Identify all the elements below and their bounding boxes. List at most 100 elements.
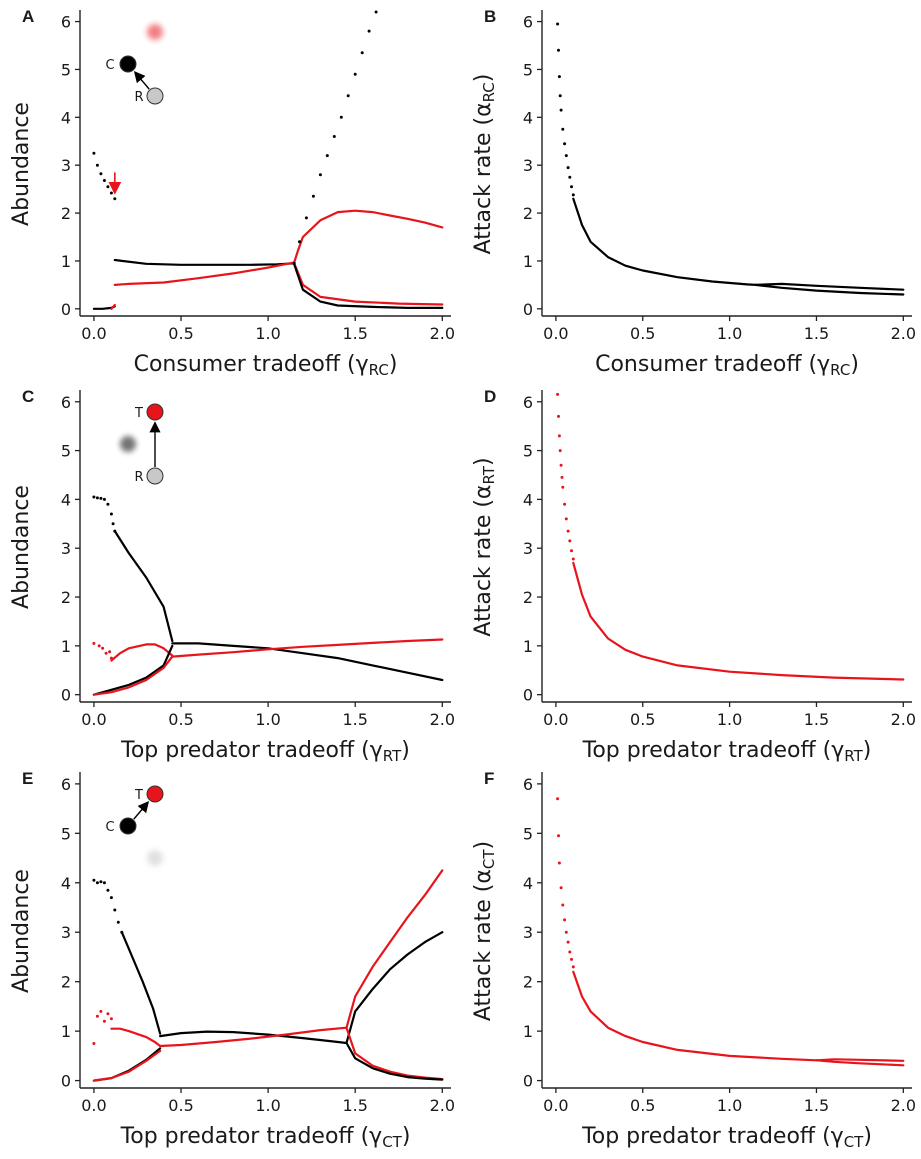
y-tick-label: 2 <box>523 204 533 223</box>
y-tick-label: 3 <box>523 156 533 175</box>
data-point <box>332 135 336 138</box>
data-point <box>557 834 560 838</box>
y-tick-label: 4 <box>523 874 533 893</box>
series-red-line <box>293 262 444 306</box>
y-axis-label: Abundance <box>9 102 34 226</box>
x-axis-label-text: Top predator tradeoff ( <box>581 1124 831 1149</box>
y-tick-label: 4 <box>523 490 533 509</box>
data-point <box>563 502 567 506</box>
data-point <box>557 48 560 52</box>
x-tick-label: 1.5 <box>342 1096 367 1115</box>
panel-B: B 0 1 2 3 4 5 6 0.0 0.5 1.0 1.5 2.0 Consumer tradeoff… <box>471 7 916 379</box>
data-point <box>556 797 560 801</box>
y-axis-label-symbol: α <box>471 485 496 500</box>
x-tick-label: 1.0 <box>255 1096 280 1115</box>
x-tick-label: 0.0 <box>81 710 106 729</box>
x-axis-label-end: ) <box>863 738 872 763</box>
node-C <box>119 817 137 835</box>
x-tick-label: 1.5 <box>342 710 367 729</box>
x-axis-label-text: Top predator tradeoff ( <box>120 1124 370 1149</box>
node-label-R: R <box>134 470 143 485</box>
y-axis-label: Abundance <box>9 869 34 993</box>
y-axis-label-end: ) <box>471 457 496 466</box>
y-axis-label-text: Attack rate ( <box>471 499 496 637</box>
x-tick-label: 2.0 <box>430 1096 455 1115</box>
trophic-arrow <box>133 71 150 90</box>
data-point <box>311 194 315 198</box>
panel-C: C 0 1 2 3 4 5 6 0.0 0.5 1.0 1.5 2.0 Top predator trad… <box>9 387 455 765</box>
x-axis-label-subscript: RT <box>383 747 402 765</box>
data-point <box>561 485 565 489</box>
data-point <box>367 29 371 33</box>
x-axis-label-symbol: γ <box>369 1124 382 1149</box>
panel-letter: F <box>484 769 494 788</box>
data-point <box>109 512 113 516</box>
y-tick-label: 5 <box>61 60 71 79</box>
x-tick-label: 0.5 <box>168 324 193 343</box>
x-tick-label: 1.5 <box>342 324 367 343</box>
y-tick-label: 2 <box>523 973 533 992</box>
series-red-line <box>572 561 905 681</box>
y-tick-label: 5 <box>61 824 71 843</box>
data-point <box>557 75 561 79</box>
series-black-line <box>92 1047 162 1082</box>
y-tick-label: 6 <box>61 13 71 32</box>
y-tick-label: 0 <box>61 1072 71 1091</box>
y-axis-label-text: Attack rate ( <box>471 884 496 1022</box>
series-black-line <box>293 263 444 309</box>
data-point <box>339 115 343 119</box>
x-tick-label: 1.0 <box>717 710 742 729</box>
series-black-line <box>120 931 162 1035</box>
data-point <box>109 1017 113 1021</box>
series-black-line <box>113 530 174 643</box>
data-point <box>113 197 117 201</box>
x-tick-label: 1.5 <box>804 710 829 729</box>
data-point <box>560 475 564 479</box>
series-red-line <box>293 209 444 264</box>
data-point <box>99 880 103 884</box>
series-black-line <box>159 1030 348 1045</box>
food-web-inset: TC <box>105 785 164 866</box>
y-tick-label: 4 <box>61 108 71 127</box>
series-red-line <box>110 643 174 662</box>
panel-letter: E <box>22 769 33 788</box>
y-tick-label: 5 <box>523 442 533 461</box>
data-point <box>104 651 108 655</box>
y-tick-label: 0 <box>523 1072 533 1091</box>
node-T <box>146 785 164 803</box>
x-tick-label: 0.0 <box>81 1096 106 1115</box>
data-point <box>292 261 296 265</box>
food-web-inset: CR <box>105 24 164 105</box>
x-axis-label-symbol: γ <box>370 738 383 763</box>
x-axis-label-subscript: RC <box>830 361 850 379</box>
data-point <box>556 22 560 26</box>
data-point <box>106 1012 110 1016</box>
y-axis-label: Attack rate (αRC) <box>471 74 498 255</box>
data-point <box>561 127 565 131</box>
data-point <box>99 1009 103 1013</box>
y-axis-label-end: ) <box>471 841 496 850</box>
plot-area <box>92 495 444 696</box>
x-tick-label: 1.5 <box>804 324 829 343</box>
data-point <box>92 1042 96 1045</box>
node-label-R: R <box>134 90 143 105</box>
y-tick-label: 4 <box>523 108 533 127</box>
series-black-line <box>754 283 905 296</box>
y-tick-label: 3 <box>523 923 533 942</box>
data-point <box>106 888 110 892</box>
series-black-line <box>754 282 905 291</box>
data-point <box>564 930 568 934</box>
data-point <box>563 918 567 922</box>
data-point <box>108 650 112 654</box>
x-axis-label-subscript: RC <box>369 361 389 379</box>
panel-letter: D <box>484 387 496 406</box>
data-point <box>106 502 110 506</box>
data-point <box>557 861 561 865</box>
x-axis-label-end: ) <box>863 1124 872 1149</box>
node-R <box>147 850 163 866</box>
node-label-C: C <box>105 58 114 73</box>
x-tick-label: 1.5 <box>804 1096 829 1115</box>
data-point <box>304 216 308 220</box>
data-point <box>556 392 560 396</box>
y-tick-label: 3 <box>61 923 71 942</box>
